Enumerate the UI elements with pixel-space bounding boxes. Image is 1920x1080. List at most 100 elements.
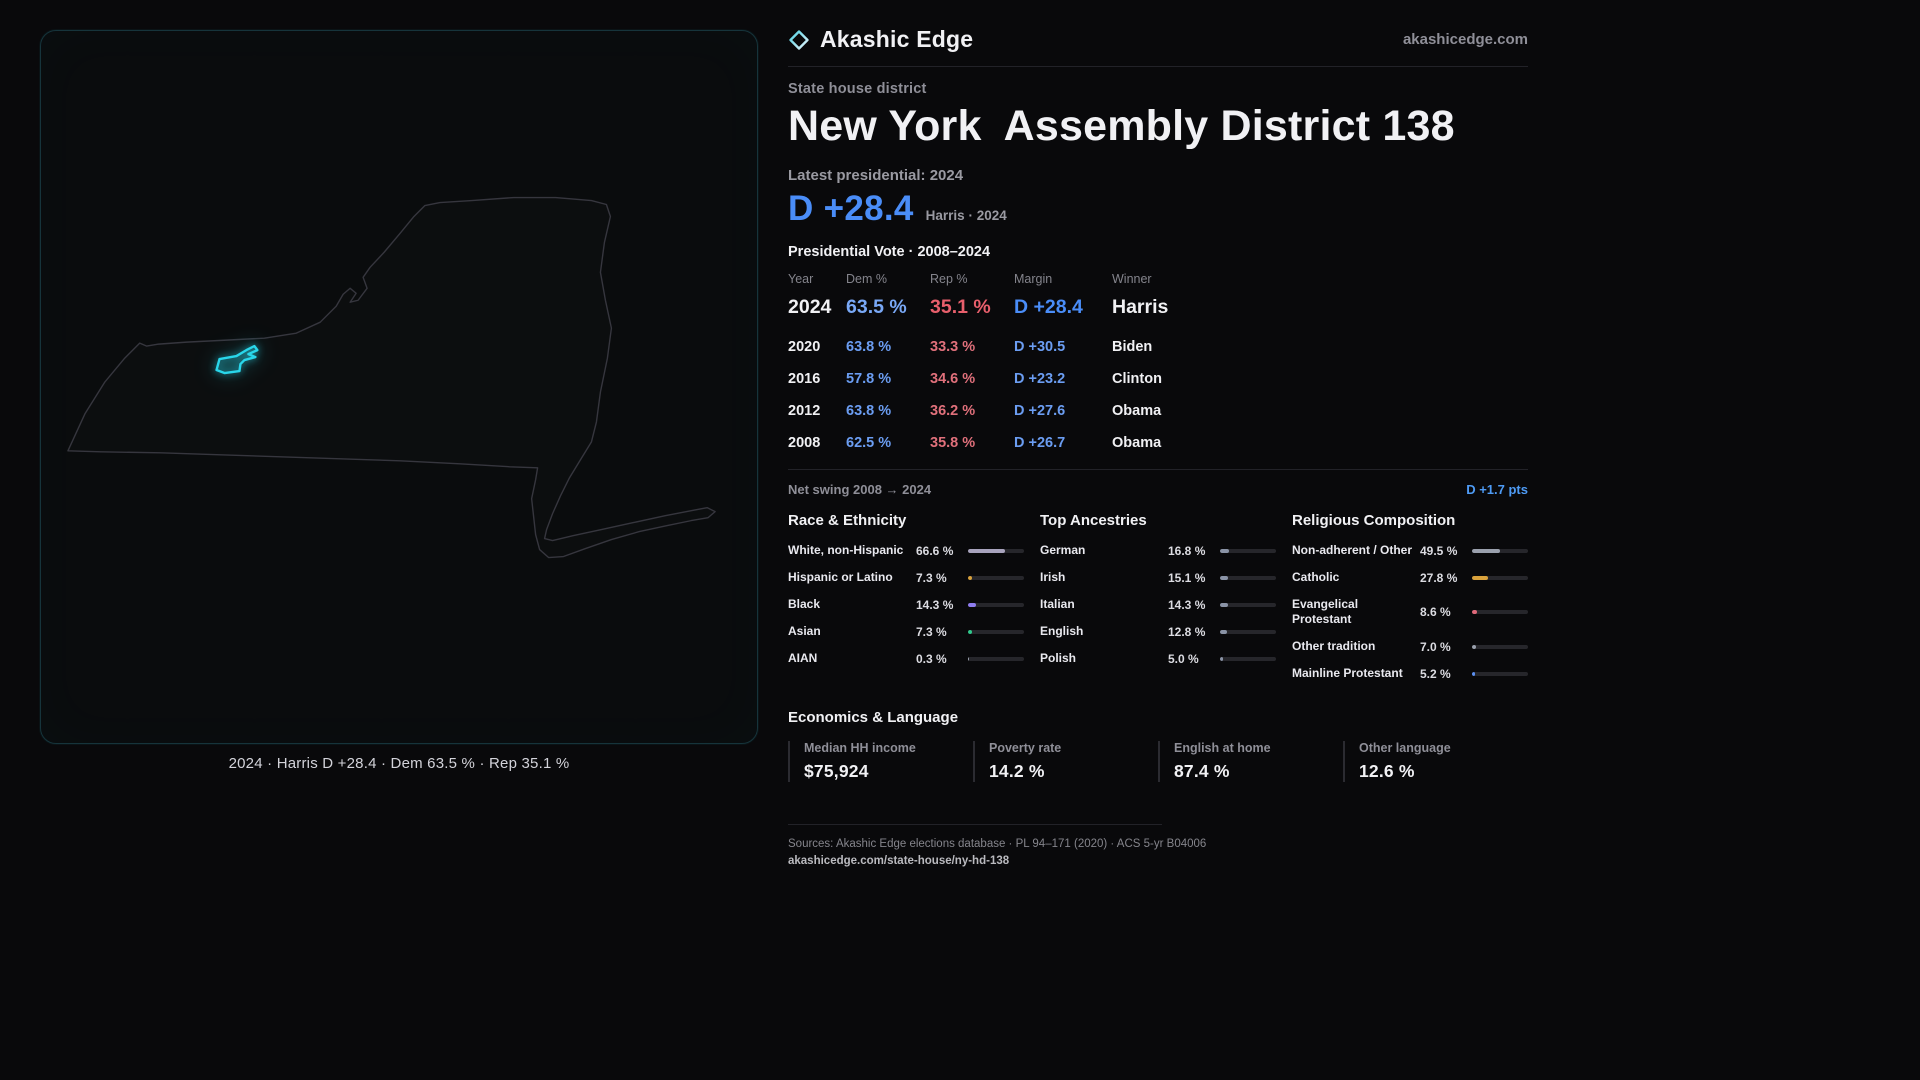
bar-track [968, 575, 1024, 580]
section-title: Race & Ethnicity [788, 512, 907, 530]
bar-fill [1220, 629, 1228, 634]
economics-stats: Median HH income $75,924 Poverty rate 14… [788, 741, 1528, 783]
cell-margin: D +28.4 [1014, 296, 1083, 319]
district-type-label: State house district [788, 81, 927, 97]
cell-dem: 62.5 % [846, 435, 892, 452]
stat-label: English at home [1174, 741, 1271, 756]
state-name: New York [788, 102, 982, 150]
map-caption: 2024 · Harris D +28.4 · Dem 63.5 % · Rep… [228, 755, 570, 772]
demo-value: 66.6 % [916, 543, 954, 558]
stat-median-income: Median HH income $75,924 [788, 741, 973, 783]
stat-value: 87.4 % [1174, 761, 1230, 782]
net-swing-row: Net swing 2008 → 2024 D +1.7 pts [788, 482, 1528, 497]
sources-text: Sources: Akashic Edge elections database… [788, 838, 1207, 851]
demo-value: 5.0 % [1168, 651, 1199, 666]
bar-track [1472, 575, 1528, 580]
table-row-2008: 2008 62.5 % 35.8 % D +26.7 Obama [788, 427, 1528, 459]
report-content: Akashic Edge akashicedge.com State house… [788, 0, 1528, 869]
col-year: Year [788, 272, 814, 287]
bar-fill [1472, 548, 1500, 553]
demo-value: 27.8 % [1420, 570, 1458, 585]
bar-track [1220, 602, 1276, 607]
stat-other-language: Other language 12.6 % [1343, 741, 1528, 783]
religion-section: Religious Composition Non-adherent / Oth… [1292, 512, 1528, 687]
demo-row: White, non-Hispanic 66.6 % [788, 537, 1024, 564]
stat-english-at-home: English at home 87.4 % [1158, 741, 1343, 783]
demo-row: Asian 7.3 % [788, 618, 1024, 645]
demo-row: Mainline Protestant 5.2 % [1292, 660, 1528, 687]
site-link[interactable]: akashicedge.com [1402, 31, 1528, 48]
bar-fill [1472, 671, 1475, 676]
demo-row: Hispanic or Latino 7.3 % [788, 564, 1024, 591]
bar-fill [1220, 602, 1228, 607]
bar-track [968, 656, 1024, 661]
demo-row: AIAN 0.3 % [788, 645, 1024, 672]
demo-label: English [1040, 624, 1084, 639]
cell-winner: Obama [1112, 435, 1162, 452]
stat-label: Median HH income [804, 741, 916, 756]
bar-track [968, 602, 1024, 607]
net-swing-label: Net swing 2008 → 2024 [788, 482, 932, 498]
cell-margin: D +30.5 [1014, 339, 1066, 356]
bar-fill [968, 575, 973, 580]
demo-label: Hispanic or Latino [788, 570, 893, 585]
cell-winner: Biden [1112, 339, 1153, 356]
new-york-state-outline [67, 196, 716, 559]
district-map-panel [40, 30, 758, 744]
demo-row: Evangelical Protestant 8.6 % [1292, 591, 1528, 633]
cell-winner: Obama [1112, 403, 1162, 420]
demo-value: 14.3 % [916, 597, 954, 612]
cell-rep: 35.1 % [930, 296, 991, 319]
district-138-highlight [215, 344, 259, 375]
bar-track [968, 548, 1024, 553]
table-row-2024: 2024 63.5 % 35.1 % D +28.4 Harris [788, 286, 1528, 331]
cell-rep: 33.3 % [930, 339, 976, 356]
latest-presidential-label: Latest presidential: 2024 [788, 167, 964, 185]
footer-divider [788, 824, 1162, 826]
cell-year: 2016 [788, 371, 821, 388]
margin-headline-row: D +28.4 Harris · 2024 [788, 189, 1528, 229]
demo-label: Evangelical Protestant [1292, 597, 1359, 627]
bar-track [1220, 656, 1276, 661]
cell-margin: D +23.2 [1014, 371, 1066, 388]
demo-value: 16.8 % [1168, 543, 1206, 558]
stat-value: $75,924 [804, 761, 869, 782]
stat-label: Poverty rate [989, 741, 1062, 756]
cell-margin: D +27.6 [1014, 403, 1066, 420]
demo-row: Italian 14.3 % [1040, 591, 1276, 618]
bar-fill [1472, 644, 1476, 649]
demo-label: Other tradition [1292, 639, 1376, 654]
race-ethnicity-section: Race & Ethnicity White, non-Hispanic 66.… [788, 512, 1024, 687]
bar-fill [968, 548, 1006, 553]
cell-dem: 57.8 % [846, 371, 892, 388]
cell-year: 2024 [788, 296, 832, 319]
demo-label: Catholic [1292, 570, 1340, 585]
demo-row: Black 14.3 % [788, 591, 1024, 618]
cell-year: 2012 [788, 403, 821, 420]
vote-table: Year Dem % Rep % Margin Winner 2024 63.5… [788, 272, 1528, 459]
bar-fill [968, 602, 976, 607]
demo-label: Italian [1040, 597, 1075, 612]
stat-value: 12.6 % [1359, 761, 1415, 782]
bar-fill [968, 629, 973, 634]
diamond-logo-icon [788, 29, 810, 51]
demo-value: 0.3 % [916, 651, 947, 666]
demo-row: Polish 5.0 % [1040, 645, 1276, 672]
cell-rep: 35.8 % [930, 435, 976, 452]
headline-margin: D +28.4 [788, 189, 914, 229]
cell-year: 2008 [788, 435, 821, 452]
demographics-grid: Race & Ethnicity White, non-Hispanic 66.… [788, 512, 1528, 687]
table-row-2012: 2012 63.8 % 36.2 % D +27.6 Obama [788, 395, 1528, 427]
demo-value: 5.2 % [1420, 666, 1451, 681]
headline-detail: Harris · 2024 [925, 208, 1007, 224]
cell-margin: D +26.7 [1014, 435, 1066, 452]
bar-track [1472, 644, 1528, 649]
cell-dem: 63.8 % [846, 339, 892, 356]
demo-row: English 12.8 % [1040, 618, 1276, 645]
cell-winner: Harris [1112, 296, 1169, 319]
brand: Akashic Edge [788, 26, 973, 53]
demo-value: 7.3 % [916, 570, 947, 585]
table-row-2016: 2016 57.8 % 34.6 % D +23.2 Clinton [788, 363, 1528, 395]
permalink-link[interactable]: akashicedge.com/state-house/ny-hd-138 [788, 855, 1010, 868]
demo-row: Non-adherent / Other 49.5 % [1292, 537, 1528, 564]
